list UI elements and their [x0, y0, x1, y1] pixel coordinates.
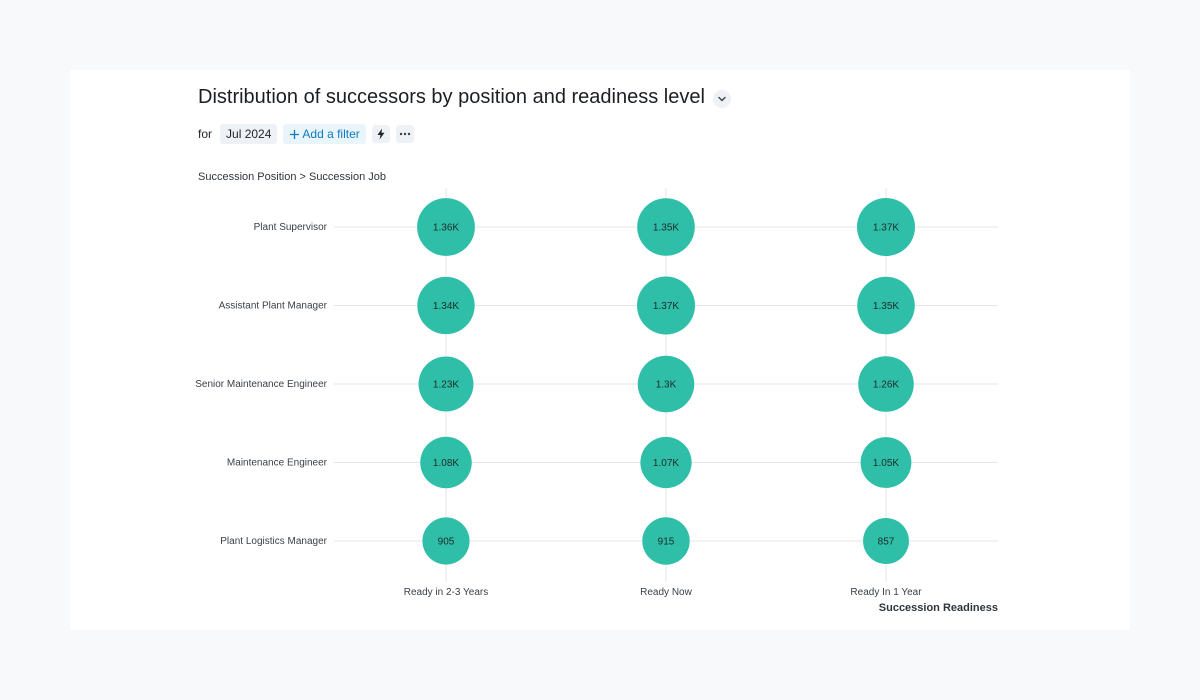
bubble-circle — [417, 276, 475, 335]
bubble-circle — [863, 518, 909, 564]
bubble-circle — [640, 436, 692, 489]
bubble-circle — [642, 517, 690, 565]
title-row: Distribution of successors by position a… — [198, 86, 731, 109]
bubble: 1.34K — [417, 276, 475, 335]
bubble-value-label: 1.08K — [433, 458, 459, 469]
bubble-circle — [637, 276, 695, 335]
x-axis-title: Succession Readiness — [879, 602, 998, 614]
bubble-value-label: 1.37K — [873, 223, 899, 234]
add-filter-button[interactable]: Add a filter — [283, 124, 366, 144]
y-tick-label: Plant Logistics Manager — [220, 536, 327, 547]
bubble: 915 — [642, 517, 690, 565]
chart-title: Distribution of successors by position a… — [198, 86, 705, 108]
bubble-value-label: 1.23K — [433, 380, 459, 391]
bubble-circle — [422, 517, 470, 565]
bubble-circle — [637, 198, 695, 256]
bubble: 1.26K — [858, 356, 914, 412]
y-tick-label: Senior Maintenance Engineer — [195, 379, 327, 390]
for-label: for — [198, 127, 213, 141]
filter-row: for Jul 2024 Add a filter — [198, 124, 414, 144]
x-tick-label: Ready in 2-3 Years — [404, 587, 489, 598]
bubble-value-label: 1.3K — [656, 380, 677, 391]
bubble-circle — [857, 198, 915, 256]
bubble: 1.3K — [637, 355, 695, 413]
y-tick-label: Assistant Plant Manager — [219, 301, 328, 312]
bubble: 905 — [422, 517, 470, 565]
insights-button[interactable] — [371, 125, 390, 143]
add-filter-label: Add a filter — [302, 127, 360, 141]
bubble: 1.23K — [418, 356, 474, 412]
bubble-value-label: 1.05K — [873, 458, 899, 469]
bubble: 1.35K — [857, 276, 915, 335]
bubble-value-label: 1.35K — [653, 223, 679, 234]
bubble-value-label: 1.07K — [653, 458, 679, 469]
bubble-circle — [418, 356, 474, 412]
more-options-button[interactable] — [395, 125, 414, 143]
bubble-circle — [860, 437, 912, 488]
bubble-value-label: 1.37K — [653, 301, 679, 312]
bubble: 857 — [863, 518, 909, 564]
bubble-circle — [417, 198, 475, 256]
bubble-circle — [857, 276, 915, 335]
bubble-circle — [420, 436, 472, 489]
bubble-value-label: 1.34K — [433, 301, 459, 312]
bubble: 1.36K — [417, 198, 475, 256]
chevron-down-icon — [718, 96, 726, 101]
bubble-value-label: 1.36K — [433, 223, 459, 234]
bubble: 1.07K — [640, 436, 692, 489]
more-dots-icon — [399, 132, 410, 136]
bubble-chart: Plant Supervisor Assistant Plant Manager S… — [195, 188, 998, 614]
lightning-icon — [377, 128, 385, 140]
bubble-circle — [858, 356, 914, 412]
bubble-value-label: 905 — [438, 537, 455, 548]
x-tick-label: Ready In 1 Year — [850, 587, 922, 598]
y-tick-label: Maintenance Engineer — [227, 458, 328, 469]
bubble-value-label: 857 — [878, 537, 895, 548]
bubble: 1.08K — [420, 436, 472, 489]
bubble-value-label: 1.26K — [873, 380, 899, 391]
y-axis-title: Succession Position > Succession Job — [198, 171, 387, 183]
bubble-value-label: 915 — [658, 537, 675, 548]
plus-icon — [290, 129, 300, 139]
bubble: 1.37K — [637, 276, 695, 335]
bubble: 1.35K — [637, 198, 695, 256]
y-tick-label: Plant Supervisor — [254, 222, 328, 233]
period-chip[interactable]: Jul 2024 — [220, 124, 278, 144]
chart-card: Distribution of successors by position a… — [70, 70, 1130, 630]
bubble-value-label: 1.35K — [873, 301, 899, 312]
title-dropdown-button[interactable] — [712, 89, 731, 108]
bubble: 1.37K — [857, 198, 915, 256]
bubble: 1.05K — [860, 437, 912, 488]
bubble-circle — [637, 355, 695, 413]
x-tick-label: Ready Now — [640, 587, 692, 598]
